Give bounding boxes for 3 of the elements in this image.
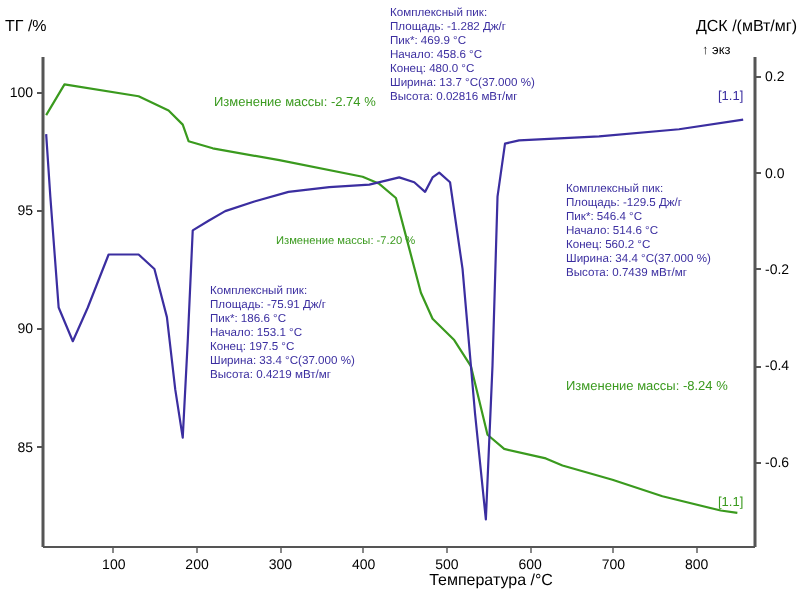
y2-axis-title: ДСК /(мВт/мг)	[695, 17, 798, 35]
x-axis-title: Температура /°C	[429, 571, 554, 589]
y-axis-title: ТГ /%	[5, 17, 47, 35]
